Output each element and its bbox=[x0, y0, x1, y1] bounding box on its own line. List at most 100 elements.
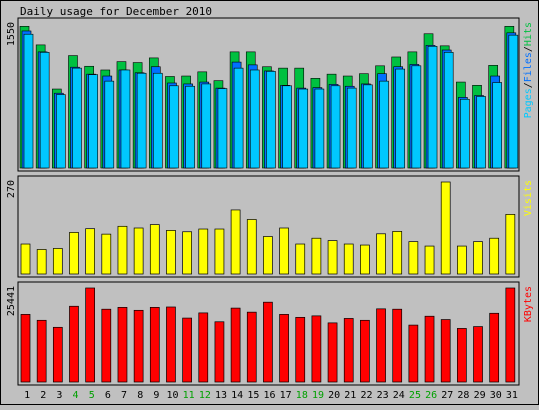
bar-pages-day-27 bbox=[443, 52, 454, 169]
bar-visits-day-10 bbox=[166, 230, 176, 275]
x-tick-label-day-20: 20 bbox=[328, 390, 340, 401]
bar-kbytes-day-3 bbox=[52, 326, 63, 383]
bar-kbytes-day-15 bbox=[246, 311, 257, 383]
legend-item-pages: Pages bbox=[523, 88, 534, 118]
bar-kbytes-day-28 bbox=[457, 328, 467, 383]
x-tick-label-day-1: 1 bbox=[24, 390, 30, 401]
x-tick-label-day-4: 4 bbox=[73, 390, 79, 401]
bar-visits-day-4 bbox=[69, 232, 79, 275]
bar-visits-day-22 bbox=[360, 244, 370, 275]
kbytes-legend: KBytes bbox=[523, 286, 534, 322]
bar-kbytes-day-6 bbox=[101, 308, 112, 383]
x-tick-label-day-6: 6 bbox=[105, 390, 111, 401]
bar-visits-day-11 bbox=[182, 231, 192, 275]
x-tick-label-day-23: 23 bbox=[377, 390, 389, 401]
bar-kbytes-day-8 bbox=[133, 309, 144, 383]
bar-visits-day-9 bbox=[149, 224, 160, 275]
x-tick-label-day-2: 2 bbox=[40, 390, 46, 401]
bar-kbytes-day-27 bbox=[440, 319, 451, 383]
bar-visits-day-19 bbox=[311, 237, 322, 275]
bar-pages-day-21 bbox=[346, 87, 357, 169]
bar-kbytes-day-21 bbox=[343, 318, 354, 383]
legend-item-files: Files bbox=[523, 52, 534, 82]
x-tick-label-day-3: 3 bbox=[56, 390, 62, 401]
hits-ytick-label: 1550 bbox=[6, 22, 17, 46]
bar-kbytes-day-29 bbox=[473, 326, 483, 383]
x-tick-label-day-22: 22 bbox=[360, 390, 372, 401]
x-tick-label-day-9: 9 bbox=[153, 390, 159, 401]
x-tick-label-day-14: 14 bbox=[231, 390, 243, 401]
bar-pages-day-28 bbox=[460, 98, 470, 169]
bar-pages-day-26 bbox=[427, 45, 438, 169]
bar-pages-day-1 bbox=[23, 33, 34, 169]
bar-kbytes-day-1 bbox=[20, 314, 31, 383]
bar-pages-day-6 bbox=[104, 80, 115, 169]
bar-pages-day-19 bbox=[314, 88, 325, 169]
bar-pages-day-9 bbox=[152, 72, 163, 169]
bar-visits-day-23 bbox=[376, 233, 386, 275]
bar-pages-day-5 bbox=[88, 74, 98, 169]
bar-pages-day-2 bbox=[39, 52, 50, 169]
bar-pages-day-10 bbox=[169, 85, 179, 169]
bar-visits-day-26 bbox=[424, 245, 435, 275]
panel-hits: 1550 Pages/Files/Hits bbox=[6, 17, 534, 172]
bar-kbytes-day-20 bbox=[327, 322, 338, 383]
bar-pages-day-14 bbox=[233, 67, 244, 169]
x-tick-label-day-24: 24 bbox=[393, 390, 405, 401]
x-tick-label-day-28: 28 bbox=[457, 390, 469, 401]
bar-pages-day-17 bbox=[282, 85, 292, 169]
bar-visits-day-24 bbox=[392, 231, 403, 275]
bar-kbytes-day-5 bbox=[85, 287, 95, 383]
bar-visits-day-16 bbox=[263, 236, 273, 275]
bar-visits-day-29 bbox=[473, 241, 483, 275]
bar-kbytes-day-25 bbox=[408, 324, 419, 383]
bar-visits-day-21 bbox=[343, 243, 354, 275]
x-tick-label-day-26: 26 bbox=[425, 390, 437, 401]
bar-pages-day-16 bbox=[266, 71, 276, 169]
bar-kbytes-day-24 bbox=[392, 308, 403, 383]
bar-pages-day-18 bbox=[298, 88, 309, 169]
x-tick-label-day-8: 8 bbox=[137, 390, 143, 401]
bar-pages-day-24 bbox=[395, 68, 406, 169]
bar-visits-day-28 bbox=[457, 245, 467, 275]
bar-visits-day-5 bbox=[85, 228, 95, 275]
bar-kbytes-day-30 bbox=[489, 312, 500, 383]
panel-kbytes: 25441 KBytes bbox=[6, 281, 534, 386]
legend-item-kbytes: KBytes bbox=[523, 286, 534, 322]
legend-item-hits: Hits bbox=[523, 22, 534, 46]
chart-title: Daily usage for December 2010 bbox=[20, 5, 212, 18]
bar-kbytes-day-31 bbox=[505, 287, 516, 383]
bar-visits-day-13 bbox=[214, 228, 225, 275]
x-tick-label-day-5: 5 bbox=[89, 390, 95, 401]
bar-visits-day-2 bbox=[36, 249, 47, 275]
bar-kbytes-day-19 bbox=[311, 315, 322, 383]
bar-kbytes-day-14 bbox=[230, 307, 241, 383]
bar-kbytes-day-23 bbox=[376, 308, 386, 383]
bar-visits-day-27 bbox=[440, 181, 451, 275]
hits-legend: Pages/Files/Hits bbox=[523, 22, 534, 118]
bar-visits-day-14 bbox=[230, 209, 241, 275]
bar-visits-day-20 bbox=[327, 240, 338, 275]
bar-visits-day-15 bbox=[246, 219, 257, 275]
bar-visits-day-3 bbox=[52, 248, 63, 275]
x-tick-label-day-27: 27 bbox=[441, 390, 453, 401]
bar-visits-day-7 bbox=[117, 225, 128, 275]
bar-visits-day-8 bbox=[133, 227, 144, 275]
bar-visits-day-30 bbox=[489, 237, 500, 275]
bar-kbytes-day-7 bbox=[117, 307, 128, 383]
bar-kbytes-day-4 bbox=[69, 305, 79, 383]
x-tick-label-day-11: 11 bbox=[183, 390, 195, 401]
bar-pages-day-7 bbox=[120, 69, 131, 169]
bar-kbytes-day-2 bbox=[36, 319, 47, 383]
bar-pages-day-31 bbox=[508, 34, 519, 169]
bar-kbytes-day-18 bbox=[295, 316, 306, 383]
x-tick-label-day-10: 10 bbox=[167, 390, 179, 401]
bar-pages-day-25 bbox=[411, 65, 422, 169]
x-tick-label-day-31: 31 bbox=[506, 390, 518, 401]
bar-pages-day-4 bbox=[72, 67, 82, 169]
bar-visits-day-31 bbox=[505, 214, 516, 275]
visits-ytick-label: 270 bbox=[6, 180, 17, 198]
x-tick-label-day-7: 7 bbox=[121, 390, 127, 401]
